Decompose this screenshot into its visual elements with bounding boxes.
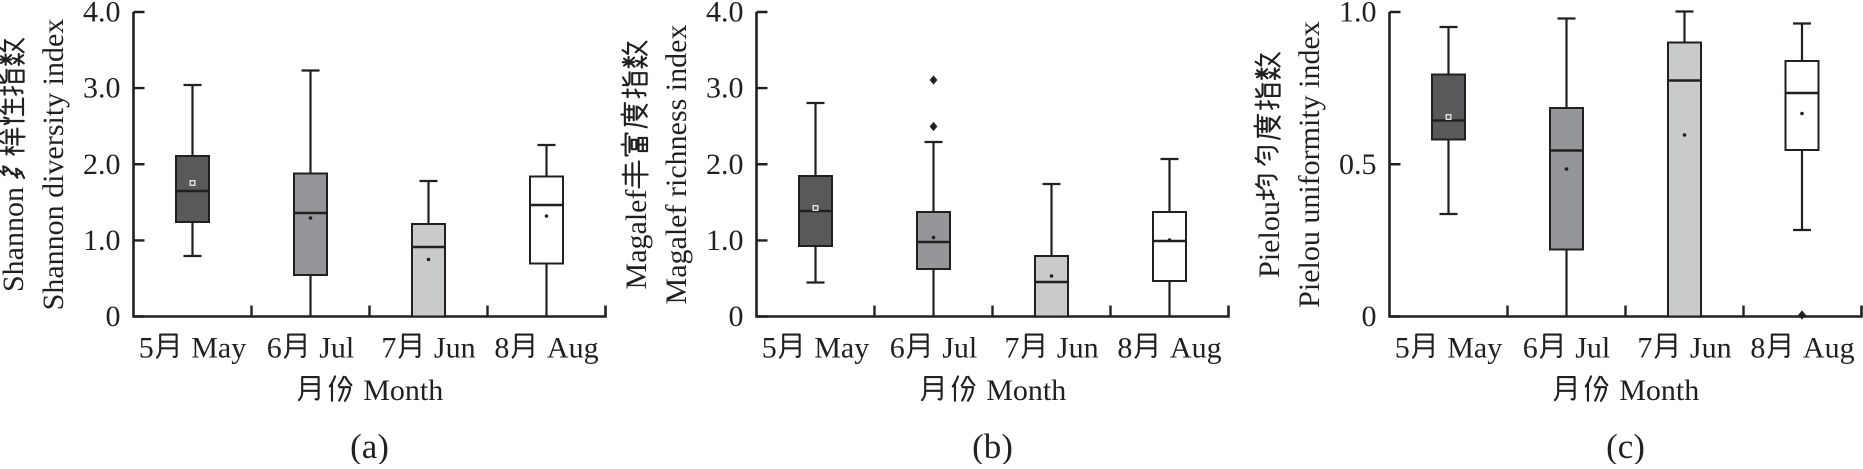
svg-text:5: 5 [1395,332,1410,365]
svg-text:Month: Month [979,374,1067,407]
svg-text:2.0: 2.0 [706,148,744,181]
svg-text:8: 8 [494,332,509,365]
svg-text:1.0: 1.0 [83,224,121,257]
svg-text:3.0: 3.0 [706,72,744,105]
svg-text:Pielou uniformity index: Pielou uniformity index [1293,21,1326,308]
svg-text:1.0: 1.0 [1339,0,1377,29]
svg-text:5: 5 [139,332,154,365]
svg-text:8: 8 [1117,332,1132,365]
svg-text:4.0: 4.0 [83,0,121,29]
svg-text:May: May [1440,332,1503,365]
svg-text:8: 8 [1750,332,1765,365]
svg-text:0: 0 [1362,300,1377,333]
svg-text:0: 0 [106,300,121,333]
svg-text:Jul: Jul [312,332,355,365]
svg-text:May: May [807,332,870,365]
svg-text:3.0: 3.0 [83,72,121,105]
svg-text:0: 0 [729,300,744,333]
svg-text:4.0: 4.0 [706,0,744,29]
svg-text:Pielou: Pielou [1253,201,1286,278]
svg-text:(a): (a) [350,427,389,464]
svg-text:Magalef richness index: Magalef richness index [660,25,693,305]
svg-text:Jun: Jun [426,332,475,365]
svg-text:7: 7 [1004,332,1019,365]
svg-text:2.0: 2.0 [83,148,121,181]
svg-text:Magalef: Magalef [620,190,653,290]
svg-text:Shannon diversity index: Shannon diversity index [37,19,70,311]
svg-text:0.5: 0.5 [1339,148,1377,181]
svg-text:Shannon: Shannon [0,187,30,292]
svg-text:(c): (c) [1606,427,1645,464]
svg-text:6: 6 [1523,332,1538,365]
svg-text:Aug: Aug [1795,332,1854,365]
svg-text:Jun: Jun [1682,332,1731,365]
svg-text:7: 7 [1637,332,1652,365]
svg-text:5: 5 [762,332,777,365]
svg-text:Month: Month [356,374,444,407]
svg-text:Aug: Aug [1162,332,1221,365]
svg-text:Jun: Jun [1049,332,1098,365]
svg-text:Month: Month [1612,374,1700,407]
svg-text:1.0: 1.0 [706,224,744,257]
svg-text:Jul: Jul [935,332,978,365]
svg-text:6: 6 [890,332,905,365]
svg-text:7: 7 [381,332,396,365]
svg-text:Jul: Jul [1568,332,1611,365]
svg-text:Aug: Aug [539,332,598,365]
svg-text:6: 6 [267,332,282,365]
svg-text:May: May [184,332,247,365]
svg-text:(b): (b) [972,427,1013,464]
